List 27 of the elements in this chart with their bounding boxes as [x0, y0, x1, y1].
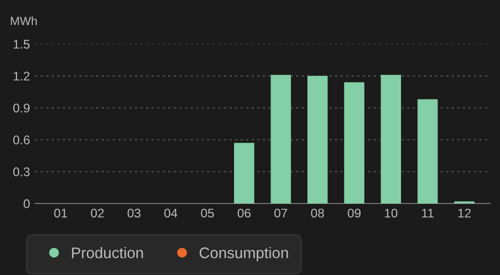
y-tick-label: 1.2 — [14, 72, 30, 80]
y-axis-title: MWh — [10, 16, 37, 26]
x-tick-label: 04 — [164, 208, 178, 218]
y-tick-label: 0.9 — [13, 104, 30, 112]
x-tick-label: 10 — [384, 208, 398, 218]
x-tick-label: 11 — [422, 208, 434, 218]
y-tick-label: 0.3 — [13, 167, 30, 176]
x-tick-label: 09 — [348, 208, 361, 218]
bar — [380, 74, 402, 204]
bar — [270, 74, 291, 204]
legend-label: Production — [72, 247, 143, 258]
x-tick-label: 12 — [458, 208, 471, 218]
bar — [344, 82, 364, 204]
y-tick-label: 1.5 — [14, 40, 30, 49]
legend-label: Consumption — [200, 247, 288, 262]
x-tick-label: 02 — [90, 208, 104, 218]
x-tick-label: 08 — [311, 208, 324, 218]
bar — [418, 99, 438, 204]
x-tick-label: 06 — [238, 208, 251, 218]
y-tick-label: 0.6 — [13, 136, 30, 144]
bar — [234, 142, 254, 204]
bar — [307, 76, 328, 204]
x-tick-label: 05 — [200, 208, 214, 218]
x-tick-label: 03 — [128, 208, 140, 218]
y-tick-label: 0 — [24, 199, 30, 208]
x-tick-label: 01 — [54, 208, 68, 218]
x-tick-label: 07 — [274, 208, 288, 218]
